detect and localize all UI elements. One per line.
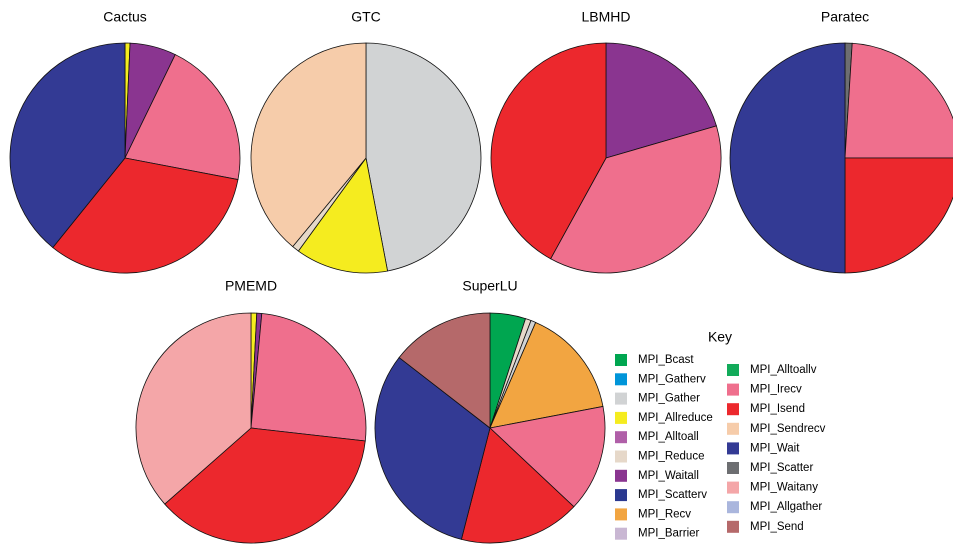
- legend-swatch: [615, 508, 627, 521]
- pie-slice: [374, 356, 491, 540]
- pie-slice: [398, 312, 491, 429]
- pie-slice: [124, 54, 241, 181]
- pie-slice: [490, 42, 607, 260]
- legend-label: MPI_Allreduce: [638, 412, 713, 424]
- key-title: Key: [708, 329, 732, 345]
- pie-slice: [9, 42, 126, 249]
- legend-label: MPI_Gather: [638, 393, 700, 405]
- legend-swatch: [727, 520, 739, 533]
- legend-label: MPI_Alltoall: [638, 431, 699, 443]
- pie-title: SuperLU: [462, 278, 517, 294]
- legend-swatch: [727, 481, 739, 494]
- pie-slice: [135, 312, 252, 505]
- pie-slice: [605, 42, 717, 159]
- pie-slice: [365, 42, 482, 272]
- legend-label: MPI_Waitany: [750, 482, 818, 494]
- legend-swatch: [727, 442, 739, 455]
- pie-slice: [844, 157, 953, 274]
- pie-slice: [164, 427, 366, 544]
- legend-swatch: [615, 373, 627, 386]
- pie-title: Paratec: [821, 9, 869, 25]
- legend-label: MPI_Allgather: [750, 501, 822, 513]
- legend-label: MPI_Scatter: [750, 462, 813, 474]
- legend-swatch: [727, 403, 739, 416]
- legend-label: MPI_Alltoallv: [750, 364, 817, 376]
- legend-swatch: [727, 501, 739, 514]
- legend-label: MPI_Sendrecv: [750, 423, 826, 435]
- legend-swatch: [615, 431, 627, 444]
- pie-title: LBMHD: [581, 9, 630, 25]
- pie-slice: [297, 157, 389, 274]
- legend-label: MPI_Gatherv: [638, 373, 706, 385]
- pie-slice: [489, 405, 606, 508]
- legend-swatch: [615, 411, 627, 424]
- legend-label: MPI_Recv: [638, 508, 691, 520]
- legend-label: MPI_Barrier: [638, 528, 700, 540]
- pie-slice: [489, 321, 604, 429]
- legend-swatch: [615, 469, 627, 482]
- legend-label: MPI_Irecv: [750, 384, 802, 396]
- pie-slice: [844, 42, 953, 159]
- legend-label: MPI_Send: [750, 521, 804, 533]
- legend-swatch: [727, 462, 739, 474]
- pie-slice: [250, 313, 367, 442]
- legend-swatch: [615, 354, 627, 366]
- legend-swatch: [727, 383, 739, 396]
- pie-slice: [460, 427, 575, 544]
- pie-slice: [250, 42, 367, 248]
- legend-label: MPI_Waitall: [638, 470, 699, 482]
- pie-slice: [729, 42, 846, 274]
- legend-swatch: [615, 450, 627, 463]
- pie-title: PMEMD: [225, 278, 277, 294]
- pie-title: GTC: [351, 9, 381, 25]
- legend-label: MPI_Reduce: [638, 451, 704, 463]
- legend-label: MPI_Bcast: [638, 354, 694, 366]
- pie-title: Cactus: [103, 9, 147, 25]
- legend-swatch: [727, 364, 739, 376]
- pie-slice: [52, 157, 239, 274]
- legend-swatch: [615, 527, 627, 540]
- legend-label: MPI_Wait: [750, 442, 800, 454]
- legend-swatch: [615, 489, 627, 502]
- legend-swatch: [615, 392, 627, 405]
- legend-swatch: [727, 422, 739, 435]
- pie-slice: [550, 125, 722, 274]
- legend-label: MPI_Scatterv: [638, 489, 707, 501]
- legend-label: MPI_Isend: [750, 403, 805, 415]
